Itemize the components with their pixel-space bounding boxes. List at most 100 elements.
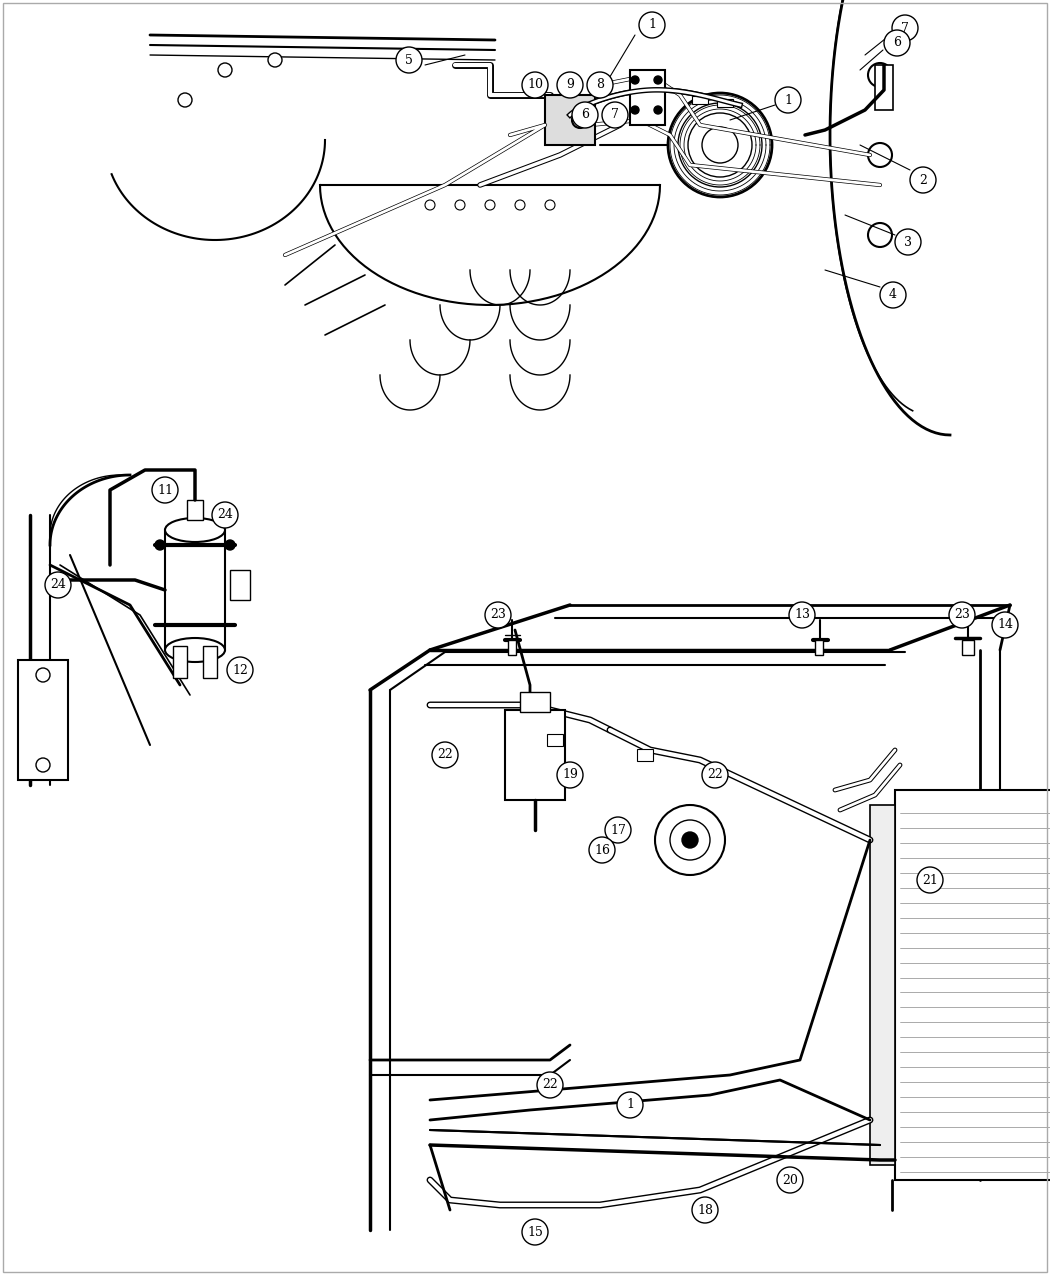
Ellipse shape [688, 113, 752, 177]
Text: 14: 14 [998, 618, 1013, 631]
Bar [203, 646, 217, 678]
Text: 2: 2 [919, 173, 927, 186]
Bar [20, 685, 55, 755]
Ellipse shape [36, 668, 50, 682]
Circle shape [522, 71, 548, 98]
Text: 5: 5 [405, 54, 413, 66]
Bar [717, 99, 733, 107]
Ellipse shape [868, 143, 892, 167]
Ellipse shape [654, 76, 662, 84]
Ellipse shape [682, 833, 698, 848]
Text: 23: 23 [490, 608, 506, 621]
Circle shape [572, 102, 598, 128]
Circle shape [895, 230, 921, 255]
Circle shape [892, 15, 918, 41]
Bar [508, 640, 516, 655]
Text: 6: 6 [581, 108, 589, 121]
Circle shape [949, 602, 975, 629]
Circle shape [605, 817, 631, 843]
Circle shape [702, 762, 728, 788]
Ellipse shape [425, 200, 435, 210]
Circle shape [789, 602, 815, 629]
Text: 3: 3 [904, 236, 912, 249]
Ellipse shape [631, 76, 639, 84]
Circle shape [884, 31, 910, 56]
Ellipse shape [225, 541, 235, 550]
Text: 24: 24 [217, 509, 233, 521]
Bar [520, 692, 550, 711]
Circle shape [775, 87, 801, 113]
Text: 19: 19 [562, 769, 578, 782]
Bar [545, 96, 595, 145]
Circle shape [639, 11, 665, 38]
Bar [637, 748, 653, 761]
Ellipse shape [670, 820, 710, 861]
Text: 15: 15 [527, 1225, 543, 1238]
Bar [173, 646, 187, 678]
Circle shape [485, 602, 511, 629]
Ellipse shape [178, 93, 192, 107]
Circle shape [602, 102, 628, 128]
Circle shape [587, 71, 613, 98]
Ellipse shape [668, 93, 772, 198]
Ellipse shape [545, 200, 555, 210]
Circle shape [152, 477, 179, 504]
Text: 17: 17 [610, 824, 626, 836]
Text: 22: 22 [542, 1079, 558, 1091]
Ellipse shape [572, 112, 588, 128]
Circle shape [917, 867, 943, 892]
Text: 18: 18 [697, 1204, 713, 1216]
Ellipse shape [654, 106, 662, 113]
Bar [187, 500, 203, 520]
Circle shape [992, 612, 1018, 638]
Circle shape [880, 282, 906, 309]
Text: 22: 22 [707, 769, 722, 782]
Ellipse shape [514, 200, 525, 210]
Ellipse shape [485, 200, 495, 210]
Circle shape [432, 742, 458, 768]
Circle shape [589, 836, 615, 863]
Ellipse shape [678, 103, 762, 187]
Bar [230, 570, 250, 601]
Circle shape [396, 47, 422, 73]
Bar [870, 805, 895, 1165]
Circle shape [692, 1197, 718, 1223]
Bar [875, 65, 892, 110]
Bar [692, 96, 708, 105]
Ellipse shape [165, 638, 225, 662]
Bar [962, 640, 974, 655]
Ellipse shape [20, 747, 54, 762]
Text: 11: 11 [158, 483, 173, 496]
Bar [165, 530, 225, 650]
Ellipse shape [868, 62, 892, 87]
Circle shape [910, 167, 936, 193]
Ellipse shape [655, 805, 724, 875]
Text: 21: 21 [922, 873, 938, 886]
Bar [547, 734, 563, 746]
Circle shape [227, 657, 253, 683]
Text: 12: 12 [232, 663, 248, 677]
Bar [505, 710, 565, 799]
Text: 7: 7 [611, 108, 618, 121]
Ellipse shape [218, 62, 232, 76]
Ellipse shape [165, 518, 225, 542]
Ellipse shape [268, 54, 282, 68]
Ellipse shape [455, 200, 465, 210]
Text: 1: 1 [784, 93, 792, 107]
Text: 10: 10 [527, 79, 543, 92]
Bar [18, 660, 68, 780]
Text: 8: 8 [596, 79, 604, 92]
Ellipse shape [36, 759, 50, 771]
Ellipse shape [631, 106, 639, 113]
Text: 1: 1 [648, 19, 656, 32]
Circle shape [777, 1167, 803, 1193]
Circle shape [617, 1091, 643, 1118]
Text: 13: 13 [794, 608, 810, 621]
Bar [815, 640, 823, 655]
Circle shape [556, 762, 583, 788]
Ellipse shape [702, 128, 738, 163]
Text: 4: 4 [889, 288, 897, 301]
Circle shape [212, 502, 238, 528]
Circle shape [45, 572, 71, 598]
Circle shape [537, 1072, 563, 1098]
